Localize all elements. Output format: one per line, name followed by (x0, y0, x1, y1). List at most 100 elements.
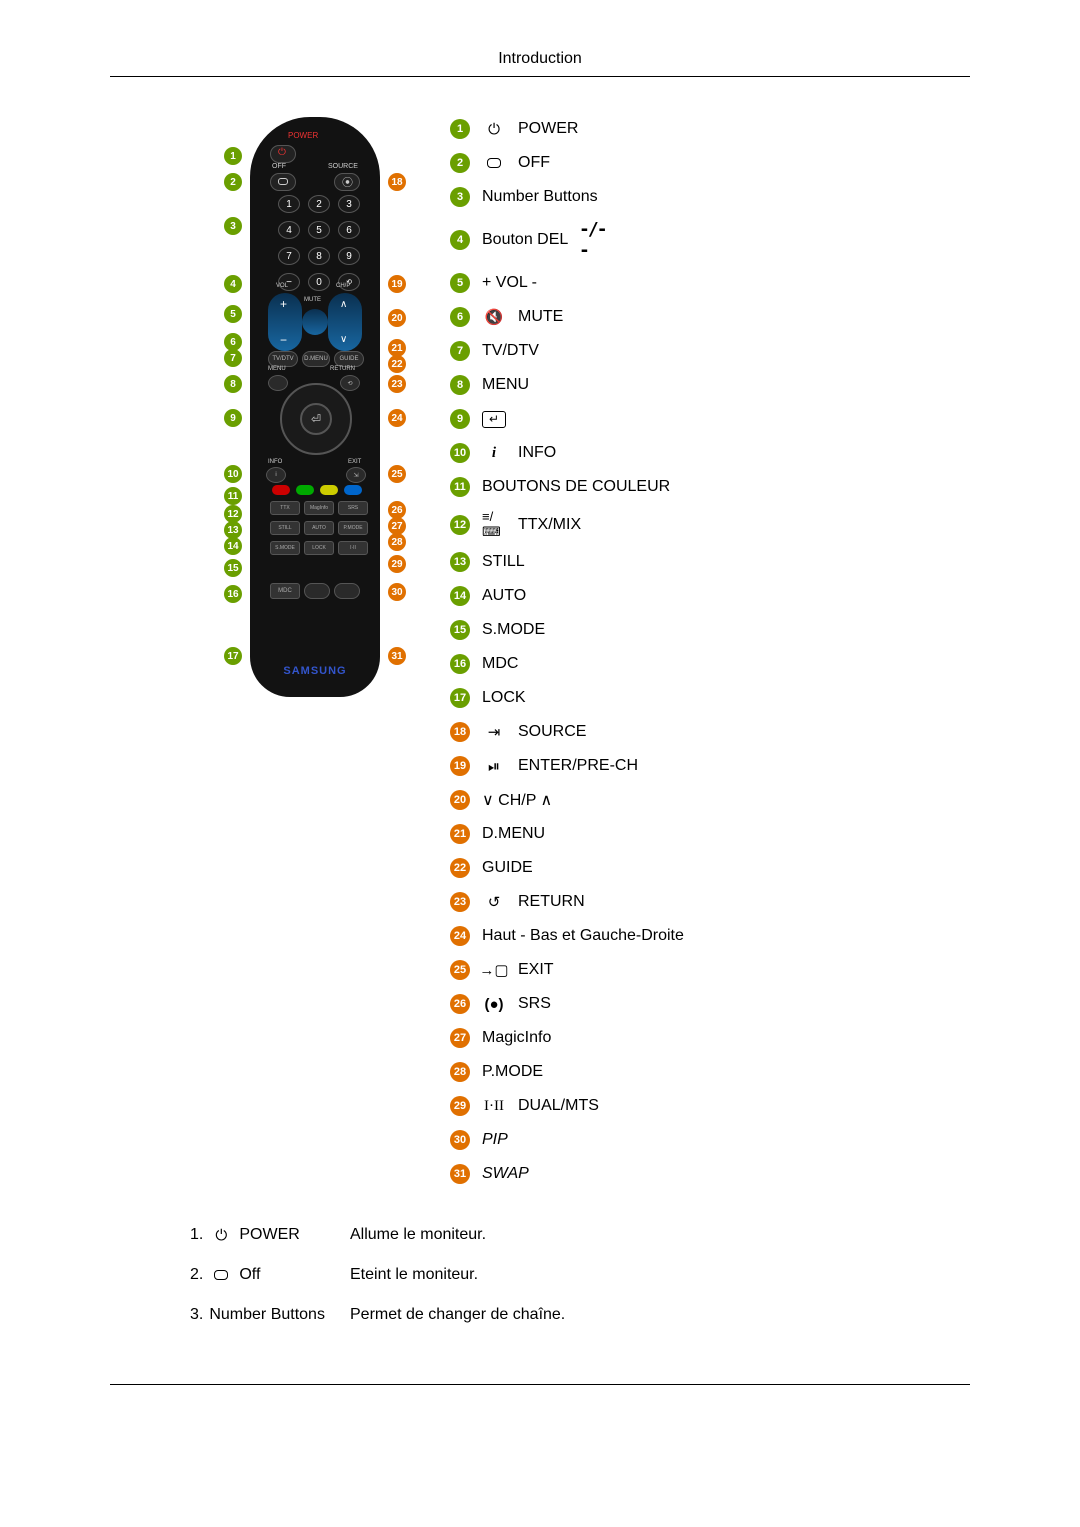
num-9: 9 (338, 247, 360, 265)
callout-15: 15 (224, 559, 242, 577)
callout-17: 17 (224, 647, 242, 665)
remote-illustration: POWER OFF SOURCE 123 456 789 −0⟲ VOL CH/… (220, 117, 410, 697)
source-icon: ⇥ (482, 723, 506, 741)
func-maginfo: MagInfo (304, 501, 334, 515)
remote-info-btn: i (266, 467, 286, 483)
legend-item-12: 12≡/⌨TTX/MIX (450, 509, 970, 540)
desc-left-1: 1. ⏻POWER (110, 1226, 350, 1244)
ttx-icon: ≡/⌨ (482, 509, 506, 540)
legend-item-27: 27MagicInfo (450, 1026, 970, 1050)
power-icon: ⏻ (209, 1227, 233, 1244)
desc-num: 3. (190, 1306, 203, 1324)
callout-19: 19 (388, 275, 406, 293)
legend-badge-20: 20 (450, 790, 470, 810)
callout-30: 30 (388, 583, 406, 601)
desc-row-1: 1. ⏻POWERAllume le moniteur. (110, 1226, 970, 1244)
desc-left-2: 2. Off (110, 1266, 350, 1284)
callout-20: 20 (388, 309, 406, 327)
legend-item-30: 30 PIP (450, 1128, 970, 1152)
func-still: STILL (270, 521, 300, 535)
legend-badge-30: 30 (450, 1130, 470, 1150)
prech-icon: ⏯ (482, 758, 506, 775)
legend-text-8: MENU (482, 376, 529, 394)
remote-nav-center: ⏎ (300, 403, 332, 435)
description-list: 1. ⏻POWERAllume le moniteur.2. OffEteint… (110, 1226, 970, 1324)
legend-badge-13: 13 (450, 552, 470, 572)
legend-badge-27: 27 (450, 1028, 470, 1048)
legend-item-3: 3Number Buttons (450, 185, 970, 209)
remote-mdc: MDC (270, 583, 300, 599)
legend-item-13: 13STILL (450, 550, 970, 574)
legend-item-22: 22GUIDE (450, 856, 970, 880)
num-1: 1 (278, 195, 300, 213)
legend-text-24: Haut - Bas et Gauche-Droite (482, 927, 684, 945)
remote-tvdtv: TV/DTV (268, 351, 298, 367)
legend-text-31: SWAP (482, 1165, 529, 1183)
legend-text-30: PIP (482, 1131, 508, 1149)
legend-item-2: 2 OFF (450, 151, 970, 175)
num-7: 7 (278, 247, 300, 265)
remote-func-grid: TTXMagInfoSRSSTILLAUTOP.MODES.MODELOCKI·… (270, 501, 368, 555)
func-auto: AUTO (304, 521, 334, 535)
legend-item-24: 24Haut - Bas et Gauche-Droite (450, 924, 970, 948)
num-2: 2 (308, 195, 330, 213)
legend-text-2: OFF (518, 154, 550, 172)
legend-badge-25: 25 (450, 960, 470, 980)
legend-item-23: 23↺RETURN (450, 890, 970, 914)
legend-item-14: 14AUTO (450, 584, 970, 608)
legend-item-26: 26(●)SRS (450, 992, 970, 1016)
legend-text-5: + VOL - (482, 274, 537, 292)
remote-chp-label: CH/P (336, 283, 350, 289)
legend-text-21: D.MENU (482, 825, 545, 843)
callout-28: 28 (388, 533, 406, 551)
callout-31: 31 (388, 647, 406, 665)
num-8: 8 (308, 247, 330, 265)
desc-row-3: 3. Number ButtonsPermet de changer de ch… (110, 1306, 970, 1324)
callout-24: 24 (388, 409, 406, 427)
legend-text-23: RETURN (518, 893, 585, 911)
remote-vol-label: VOL (276, 283, 288, 289)
legend-badge-18: 18 (450, 722, 470, 742)
legend-badge-14: 14 (450, 586, 470, 606)
legend-text-12: TTX/MIX (518, 516, 581, 534)
legend-badge-8: 8 (450, 375, 470, 395)
remote-source-button (334, 173, 360, 191)
remote-menu-label: MENU (268, 366, 286, 372)
num-3: 3 (338, 195, 360, 213)
legend-badge-10: 10 (450, 443, 470, 463)
legend-text-16: MDC (482, 655, 518, 673)
legend-item-7: 7TV/DTV (450, 339, 970, 363)
desc-label: Number Buttons (209, 1306, 325, 1324)
remote-info-label: INFO (268, 459, 282, 465)
legend-badge-28: 28 (450, 1062, 470, 1082)
legend-text-3: Number Buttons (482, 188, 598, 206)
mute-icon: 🔇 (482, 308, 506, 326)
legend-item-18: 18⇥SOURCE (450, 720, 970, 744)
legend-badge-16: 16 (450, 654, 470, 674)
remote-exit-label: EXIT (348, 459, 361, 465)
legend-text-4: Bouton DEL (482, 231, 568, 249)
remote-vol-pad (268, 293, 302, 351)
callout-11: 11 (224, 487, 242, 505)
legend-column: 1⏻POWER2OFF3Number Buttons4Bouton DEL -/… (450, 117, 970, 1196)
srs-icon: (●) (482, 996, 506, 1013)
legend-text-11: BOUTONS DE COULEUR (482, 478, 670, 496)
callout-10: 10 (224, 465, 242, 483)
num-4: 4 (278, 221, 300, 239)
callout-22: 22 (388, 355, 406, 373)
remote-swap (334, 583, 360, 599)
return-icon: ↺ (482, 893, 506, 911)
page-header-title: Introduction (110, 50, 970, 77)
legend-badge-6: 6 (450, 307, 470, 327)
remote-column: POWER OFF SOURCE 123 456 789 −0⟲ VOL CH/… (110, 117, 410, 697)
callout-9: 9 (224, 409, 242, 427)
legend-badge-26: 26 (450, 994, 470, 1014)
remote-brand: SAMSUNG (220, 665, 410, 677)
legend-badge-2: 2 (450, 153, 470, 173)
legend-item-19: 19⏯ENTER/PRE-CH (450, 754, 970, 778)
legend-badge-29: 29 (450, 1096, 470, 1116)
desc-num: 1. (190, 1226, 203, 1244)
remote-exit-btn: ⇲ (346, 467, 366, 483)
legend-item-8: 8 MENU (450, 373, 970, 397)
callout-3: 3 (224, 217, 242, 235)
